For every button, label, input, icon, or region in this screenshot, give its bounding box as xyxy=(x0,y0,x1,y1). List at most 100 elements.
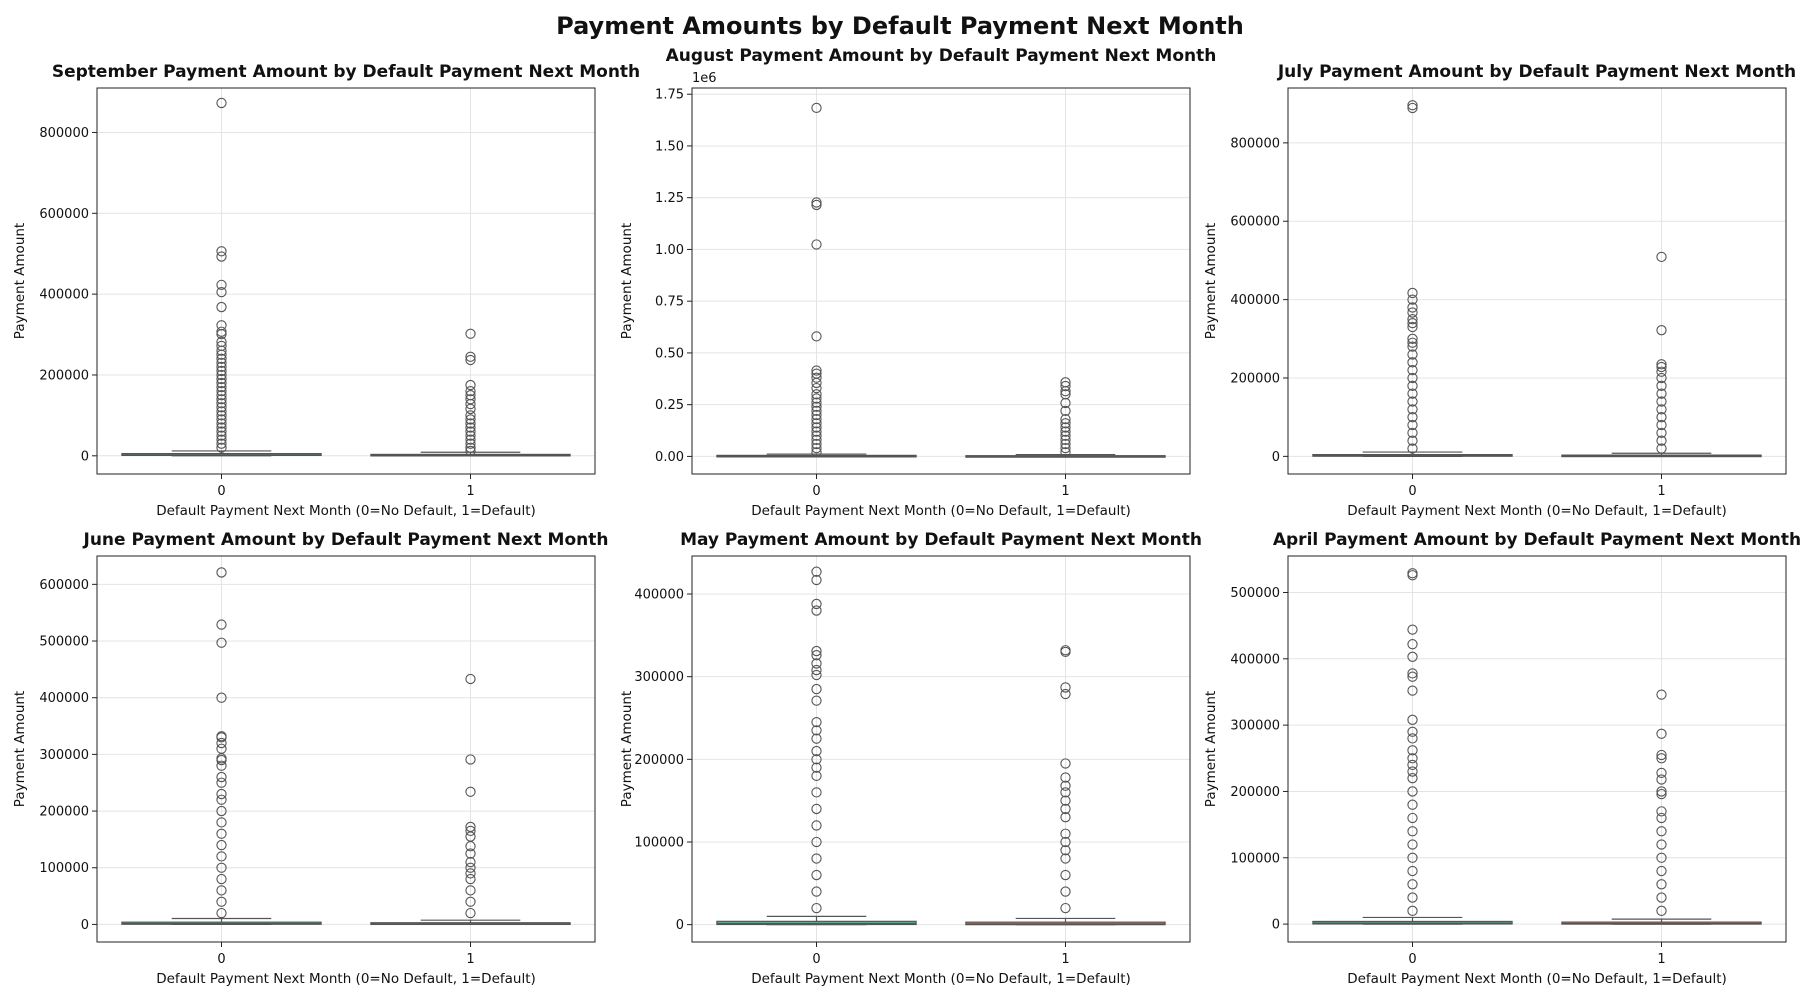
outlier-point xyxy=(216,839,227,851)
y-tick-label: 0.50 xyxy=(655,346,684,361)
outlier-point xyxy=(465,438,476,449)
outlier-point xyxy=(1656,325,1667,336)
outlier-point xyxy=(1060,682,1071,693)
outlier-point xyxy=(1407,419,1418,431)
outlier-point xyxy=(811,389,822,400)
outlier-point xyxy=(1060,902,1071,914)
outlier-point xyxy=(1407,314,1418,325)
outlier-point xyxy=(811,372,822,383)
outlier-point xyxy=(465,445,476,457)
y-tick-label: 200000 xyxy=(39,368,89,383)
y-tick-label: 500000 xyxy=(1230,586,1280,601)
outlier-point xyxy=(216,817,227,828)
y-offset-label: 1e6 xyxy=(692,71,717,86)
outlier-point xyxy=(1060,386,1071,397)
outlier-point xyxy=(1656,879,1667,890)
x-tick-label: 0 xyxy=(812,484,820,499)
outlier-point xyxy=(1407,852,1418,863)
outlier-point xyxy=(1656,689,1667,700)
outlier-point xyxy=(216,434,227,445)
outlier-point xyxy=(811,669,822,681)
outlier-point xyxy=(811,695,822,706)
outlier-point xyxy=(1656,366,1667,377)
outlier-point xyxy=(1656,435,1667,446)
outlier-point xyxy=(1656,905,1667,916)
outlier-point xyxy=(216,97,227,109)
outlier-point xyxy=(1407,388,1418,399)
outlier-point xyxy=(811,853,822,864)
outlier-point xyxy=(1407,671,1418,682)
outlier-point xyxy=(811,331,822,342)
outlier-point xyxy=(811,442,822,454)
x-axis-label: Default Payment Next Month (0=No Default… xyxy=(1347,971,1727,987)
outlier-point xyxy=(216,369,227,381)
outlier-point xyxy=(216,771,227,783)
y-tick-label: 0 xyxy=(81,449,89,464)
outlier-point xyxy=(216,692,227,703)
y-axis-label: Payment Amount xyxy=(619,223,635,339)
outlier-point xyxy=(216,426,227,437)
outlier-point xyxy=(216,873,227,885)
outlier-point xyxy=(1656,806,1667,817)
outlier-point xyxy=(1407,337,1418,348)
subplot-6: April Payment Amount by Default Payment … xyxy=(1203,530,1800,987)
outlier-point xyxy=(811,566,822,577)
outlier-point xyxy=(1656,372,1667,384)
outlier-point xyxy=(1656,427,1667,439)
outlier-point xyxy=(811,754,822,765)
outlier-point xyxy=(1656,852,1667,863)
outlier-point xyxy=(811,434,822,445)
x-axis-label: Default Payment Next Month (0=No Default… xyxy=(156,971,536,987)
outlier-point xyxy=(811,820,822,831)
outlier-point xyxy=(1407,745,1418,756)
outlier-point xyxy=(216,567,227,578)
outlier-point xyxy=(216,805,227,817)
outlier-point xyxy=(216,394,227,405)
outlier-point xyxy=(1060,869,1071,881)
outlier-point xyxy=(1656,812,1667,824)
outlier-point xyxy=(1060,812,1071,823)
outlier-point xyxy=(811,762,822,773)
box-group-0 xyxy=(716,102,917,458)
outlier-point xyxy=(1060,853,1071,864)
outlier-point xyxy=(1060,414,1071,425)
outlier-point xyxy=(1656,404,1667,415)
box-group-0 xyxy=(1312,568,1513,925)
outlier-point xyxy=(811,803,822,815)
outlier-point xyxy=(1060,397,1071,409)
x-tick-label: 0 xyxy=(1408,952,1416,967)
outlier-point xyxy=(1407,412,1418,423)
outlier-point xyxy=(465,418,476,429)
outlier-point xyxy=(1060,828,1071,839)
outlier-point xyxy=(216,326,227,337)
outlier-point xyxy=(465,422,476,433)
outlier-point xyxy=(216,430,227,441)
outlier-point xyxy=(465,786,476,797)
outlier-point xyxy=(811,605,822,616)
outlier-point xyxy=(1407,102,1418,114)
outlier-point xyxy=(1060,434,1071,445)
box-group-0 xyxy=(121,567,322,926)
outlier-point xyxy=(465,896,476,907)
outlier-point xyxy=(216,777,227,788)
subplot-title: April Payment Amount by Default Payment … xyxy=(1273,530,1800,550)
y-axis-label: Payment Amount xyxy=(1203,691,1219,807)
outlier-point xyxy=(1656,865,1667,877)
outlier-point xyxy=(1407,639,1418,650)
outlier-point xyxy=(811,438,822,450)
outlier-point xyxy=(811,409,822,421)
outlier-point xyxy=(1407,443,1418,454)
axes-frame xyxy=(691,555,1191,943)
outlier-point xyxy=(216,279,227,290)
y-axis-label: Payment Amount xyxy=(12,223,28,339)
outlier-point xyxy=(1407,396,1418,407)
y-tick-label: 600000 xyxy=(39,578,89,593)
outlier-point xyxy=(1407,317,1418,329)
outlier-point xyxy=(1060,405,1071,417)
outlier-point xyxy=(1060,787,1071,798)
outlier-point xyxy=(811,683,822,695)
y-tick-label: 300000 xyxy=(39,748,89,763)
outlier-point xyxy=(216,907,227,919)
subplot-title: September Payment Amount by Default Paym… xyxy=(52,62,640,82)
